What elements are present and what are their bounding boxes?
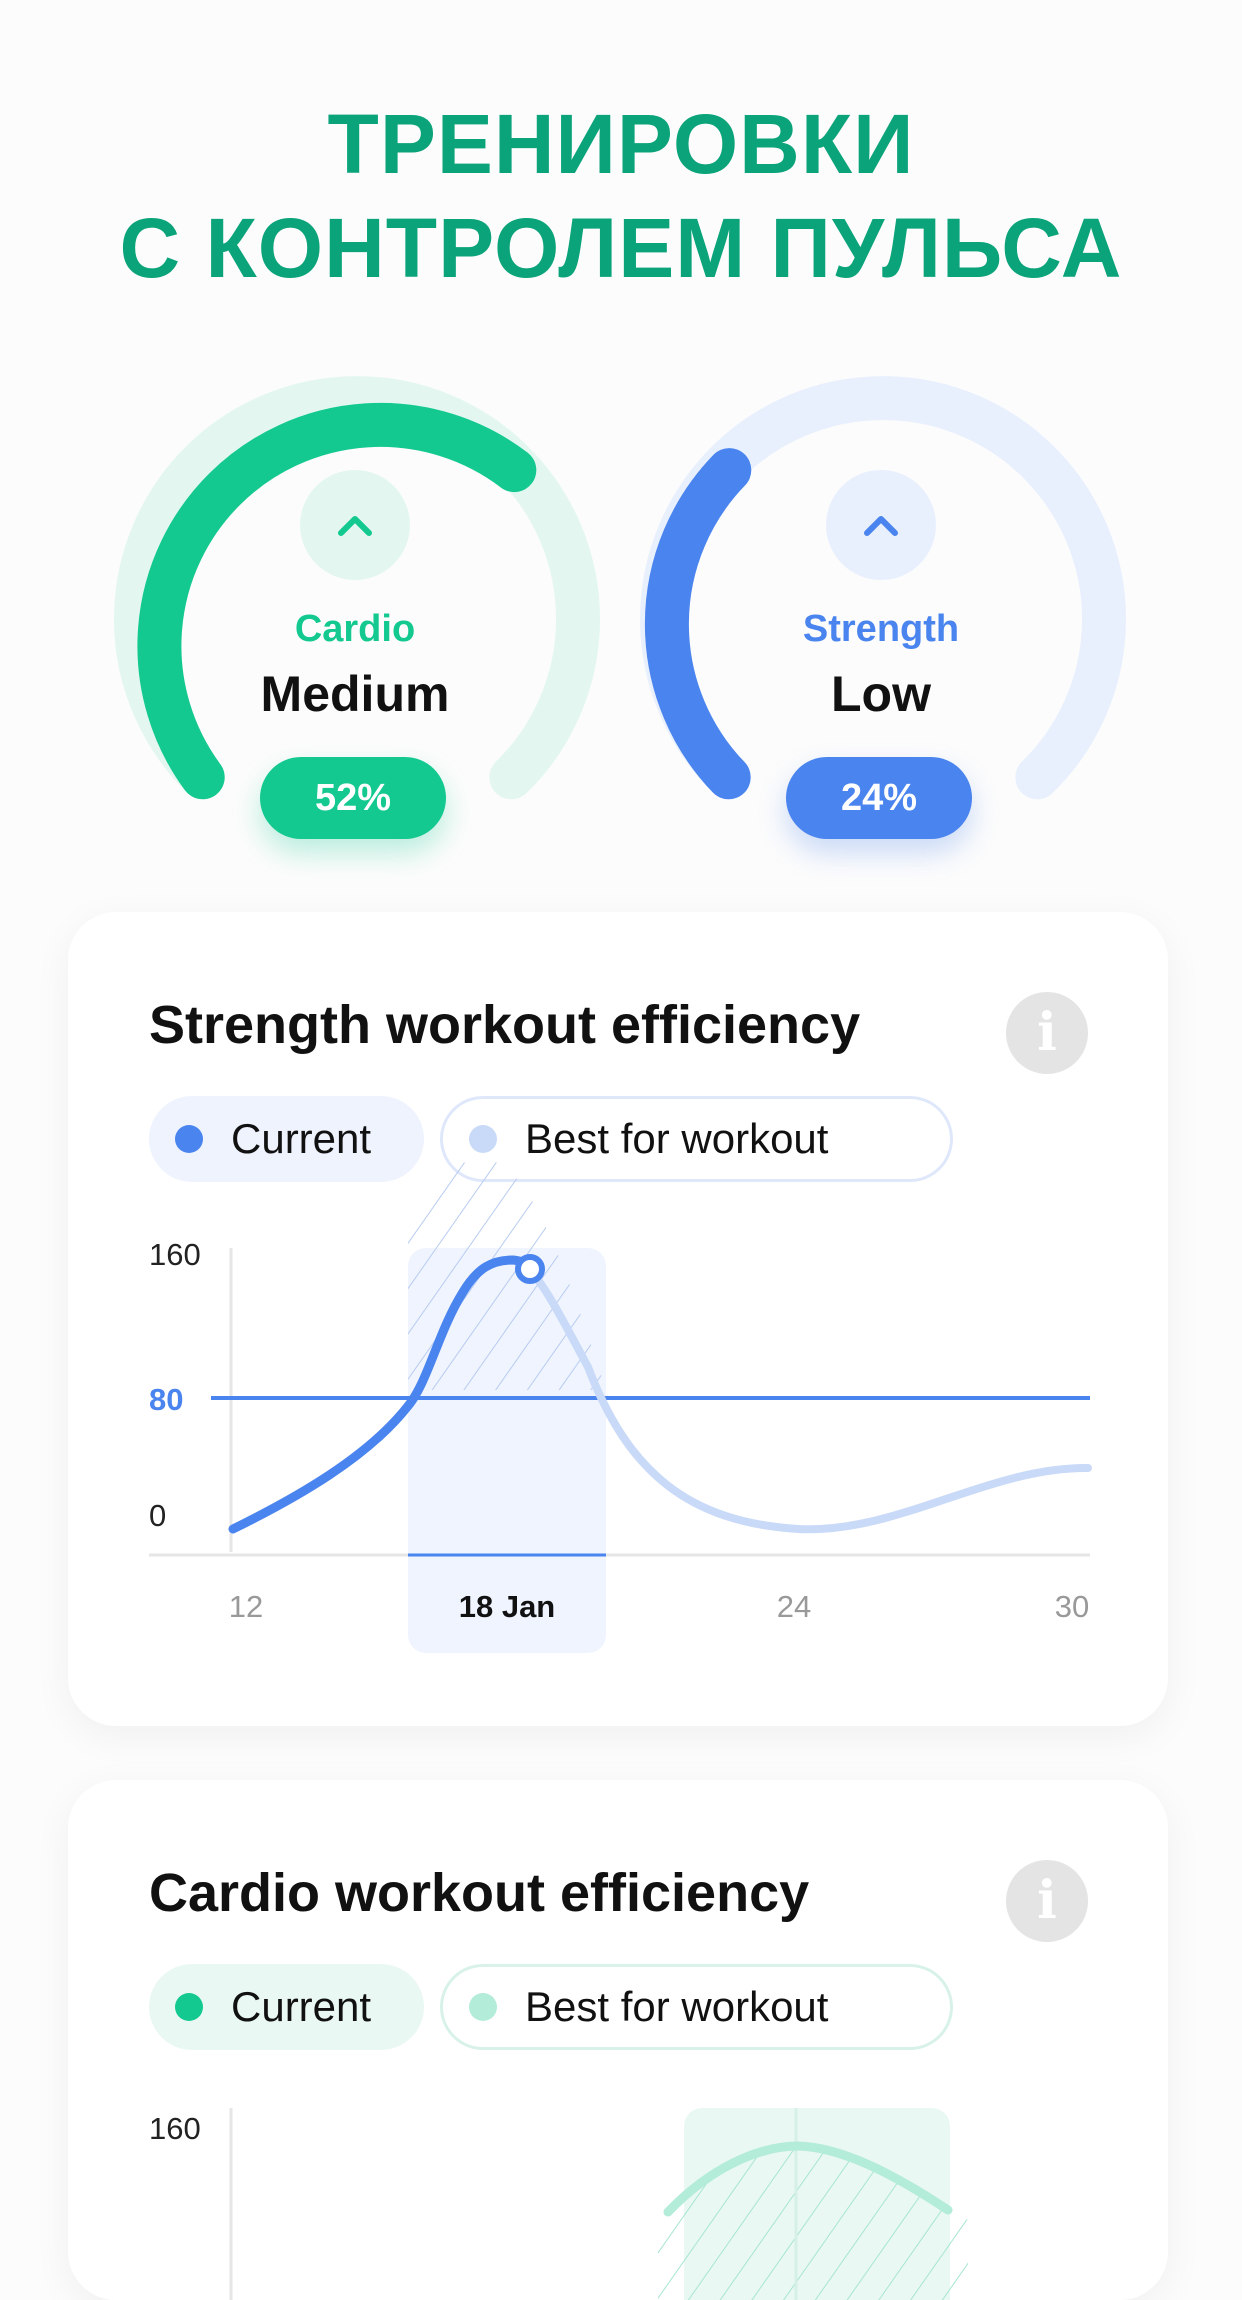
y-tick-160: 160 (149, 1237, 201, 1272)
cardio-gauge[interactable]: Cardio Medium 52% (113, 370, 613, 860)
legend-current[interactable]: Current (149, 1964, 424, 2050)
cardio-chart: 160 (149, 2108, 968, 2300)
gauge-level: Medium (260, 666, 450, 722)
cardio-efficiency-card: Cardio workout efficiency i Current Best… (68, 1780, 1168, 2300)
x-tick-12: 12 (229, 1589, 263, 1624)
y-tick-80: 80 (149, 1382, 183, 1417)
legend-label: Current (231, 1983, 372, 2030)
x-tick-18-jan[interactable]: 18 Jan (459, 1589, 556, 1624)
headline-line-1: ТРЕНИРОВКИ (327, 97, 915, 191)
y-tick-0: 0 (149, 1498, 166, 1533)
legend-label: Best for workout (525, 1983, 829, 2030)
legend-dot-best (469, 1993, 497, 2021)
cardio-gauge-ring (114, 376, 600, 800)
strength-gauge-ring (640, 376, 1126, 800)
legend-best[interactable]: Best for workout (440, 1964, 953, 2050)
best-series-line (584, 1363, 1092, 1534)
current-point-marker[interactable] (515, 1254, 545, 1284)
gauge-label: Cardio (294, 608, 416, 650)
x-tick-24: 24 (777, 1589, 811, 1624)
strength-gauge[interactable]: Strength Low 24% (639, 370, 1139, 860)
legend-best[interactable]: Best for workout (440, 1096, 953, 1182)
card-title: Strength workout efficiency (149, 995, 861, 1055)
headline-line-2: С КОНТРОЛЕМ ПУЛЬСА (119, 201, 1123, 295)
best-series-line (663, 2141, 953, 2217)
strength-chart: 160 80 0 12 18 Jan 24 30 (149, 1159, 1092, 1653)
legend-dot-current (175, 1993, 203, 2021)
legend-dot-best (469, 1125, 497, 1153)
legend-dot-current (175, 1125, 203, 1153)
percent-badge: 24% (786, 757, 972, 839)
legend-label: Best for workout (525, 1115, 829, 1162)
page-headline: ТРЕНИРОВКИ С КОНТРОЛЕМ ПУЛЬСА (0, 92, 1242, 300)
y-tick-160: 160 (149, 2111, 201, 2146)
card-title: Cardio workout efficiency (149, 1863, 810, 1923)
gauge-level: Low (831, 666, 931, 722)
legend-label: Current (231, 1115, 372, 1162)
chevron-up-icon[interactable] (826, 470, 936, 580)
percent-badge: 52% (260, 757, 446, 839)
legend-current[interactable]: Current (149, 1096, 424, 1182)
strength-efficiency-card: Strength workout efficiency i Current Be… (68, 912, 1168, 1726)
chevron-up-icon[interactable] (300, 470, 410, 580)
info-icon[interactable]: i (1006, 1860, 1088, 1942)
gauge-label: Strength (802, 608, 960, 650)
info-icon[interactable]: i (1006, 992, 1088, 1074)
x-tick-30: 30 (1055, 1589, 1089, 1624)
current-series-line (228, 1255, 535, 1534)
